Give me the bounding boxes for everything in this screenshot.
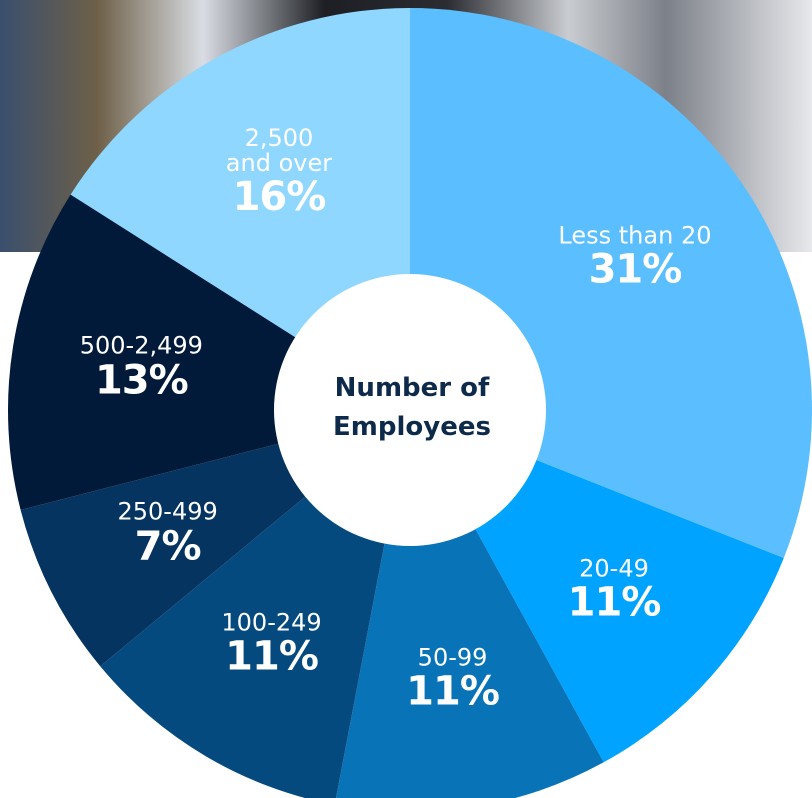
value-label: 31% [558,249,711,291]
category-label: Less than 20 [558,224,711,249]
category-label: 20-49 [568,556,661,581]
category-label: 250-499 [118,500,218,525]
value-label: 13% [80,359,203,401]
value-label: 7% [118,525,218,567]
category-label: 500-2,499 [80,334,203,359]
page: {"chart_data": {"type": "donut", "title"… [0,0,812,798]
chart-title: Number of Employees [333,369,491,447]
category-label: 100-249 [221,611,321,636]
value-label: 11% [568,581,661,623]
value-label: 16% [226,176,332,218]
category-label: 50-99 [406,645,499,670]
value-label: 11% [406,670,499,712]
value-label: 11% [221,636,321,678]
category-label: 2,500 and over [226,125,332,175]
